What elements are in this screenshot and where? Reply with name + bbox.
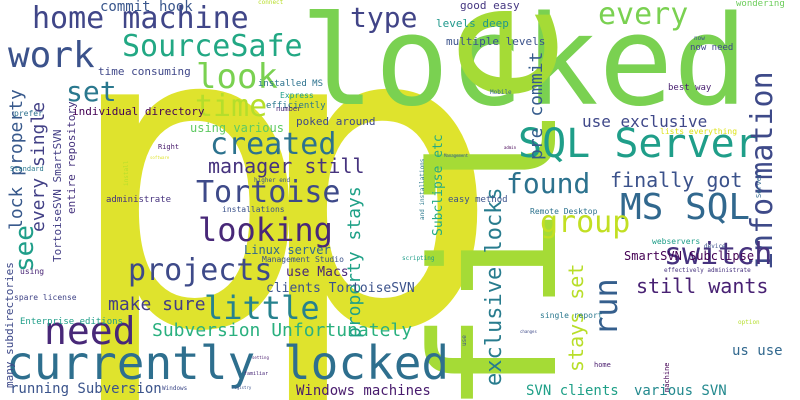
word-cloud-word: Subversion Unfortunately	[152, 320, 413, 341]
word-cloud-word: webservers	[652, 237, 701, 246]
word-cloud-word: run	[587, 278, 625, 336]
word-cloud-word: software	[150, 155, 170, 160]
word-cloud-word: projects	[128, 253, 273, 288]
word-cloud-word: changes	[520, 329, 537, 334]
word-cloud-word: us use	[732, 343, 783, 359]
word-cloud-word: single report	[540, 311, 603, 320]
word-cloud-word: home machine	[32, 1, 249, 36]
word-cloud-word: look	[196, 57, 278, 97]
word-cloud-word: install	[123, 160, 130, 186]
word-cloud-word: Server	[755, 172, 763, 198]
word-cloud-word: lists everything	[660, 127, 738, 136]
word-cloud-word: good easy	[460, 0, 520, 12]
word-cloud-word: higher end	[254, 177, 291, 184]
word-cloud-word: Enterprise editions	[20, 317, 123, 327]
word-cloud-word: little	[204, 289, 320, 327]
word-cloud-word: installed MS	[258, 79, 324, 89]
word-cloud-word: clients TortoiseSVN	[266, 281, 415, 296]
word-cloud-word: manager still	[208, 154, 365, 178]
word-cloud-word: individual directory	[72, 105, 205, 118]
word-cloud-word: Subclipse etc	[431, 134, 446, 236]
word-cloud-word: Standard	[10, 165, 44, 173]
word-cloud-word: finally got	[610, 168, 743, 192]
word-cloud-word: Windows machines	[296, 383, 431, 399]
word-cloud-word: home	[594, 361, 611, 369]
word-cloud-word: machine	[663, 362, 671, 392]
word-cloud-word: Right	[158, 143, 180, 151]
word-cloud-word: Express	[280, 91, 314, 100]
word-cloud-word: efficiently	[266, 101, 326, 111]
word-cloud-word: every	[598, 0, 689, 32]
word-cloud-word: type	[350, 1, 418, 34]
word-cloud-word: MS SQL	[620, 187, 751, 228]
word-cloud-word: best way	[668, 83, 712, 93]
word-cloud-word: exclusive locks	[482, 187, 507, 386]
word-cloud-word: created	[210, 127, 337, 162]
word-cloud-word: multiple levels	[446, 35, 546, 48]
word-cloud-word: poked around	[296, 115, 376, 128]
word-cloud-word: property stays	[344, 186, 365, 338]
word-cloud-word: currently locked	[6, 336, 450, 390]
word-cloud-word: looking	[198, 211, 333, 249]
word-cloud-word: easy method	[448, 195, 508, 205]
word-cloud-word: entire repository	[65, 101, 78, 214]
word-cloud-word: now need	[690, 43, 734, 53]
word-cloud-word: group	[540, 205, 631, 240]
word-cloud-word: set	[66, 75, 117, 108]
word-cloud-word: SQL Server	[518, 121, 759, 167]
word-cloud-word: found	[506, 167, 591, 200]
word-cloud-word: setting	[252, 355, 269, 360]
word-cloud-word: many subdirectories	[3, 262, 16, 388]
word-cloud-word: still wants	[636, 274, 769, 298]
word-cloud-word: scripting	[402, 255, 435, 262]
word-cloud-word: switch	[664, 237, 773, 272]
word-cloud-word: spare license	[14, 293, 77, 302]
word-cloud-word: p	[250, 0, 503, 400]
word-cloud-word: prefer	[14, 109, 43, 118]
word-cloud-word: TortoiseSVN SmartSVN	[51, 129, 64, 262]
word-cloud-word: levels deep	[436, 17, 509, 30]
word-cloud-word: need	[44, 309, 136, 353]
word-cloud-word: and installations	[419, 158, 426, 220]
word-cloud-word: use Macs	[286, 265, 349, 280]
word-cloud-word: time	[195, 89, 268, 124]
word-cloud-word: familiar	[244, 371, 269, 377]
word-cloud-word: device	[704, 243, 726, 250]
word-cloud-word: p	[62, 0, 315, 400]
word-cloud-word: option	[738, 319, 760, 326]
word-cloud-word: using various	[190, 121, 284, 135]
word-cloud-word: effectively administrate	[664, 267, 751, 274]
word-cloud-word: registry	[232, 385, 252, 390]
word-cloud-word: admin	[504, 145, 517, 150]
word-cloud-word: wondering	[736, 0, 785, 9]
word-cloud-word: Windows	[162, 385, 188, 392]
word-cloud-word: use exclusive	[582, 112, 708, 131]
word-cloud-word: Tortoise	[196, 175, 341, 210]
word-cloud-word: pre commit	[526, 51, 547, 160]
word-cloud-word: connect	[258, 0, 284, 6]
word-cloud-word: Linux server	[244, 243, 331, 257]
word-cloud-word: administrate	[106, 195, 172, 205]
word-cloud-word: Management Studio	[262, 255, 344, 264]
word-cloud-word: Mobile	[490, 89, 512, 96]
word-cloud-word: now	[694, 35, 705, 42]
word-cloud-word: work	[8, 35, 95, 76]
word-cloud-word: SmartSVN Subclipse	[624, 249, 755, 263]
word-cloud-word: running Subversion	[10, 381, 162, 397]
word-cloud-word: use	[461, 335, 468, 346]
word-cloud-word: Remote Desktop	[530, 207, 598, 216]
word-cloud-word: commit hook	[100, 0, 193, 15]
word-cloud-word: SourceSafe	[122, 29, 303, 64]
word-cloud-word: locked	[300, 0, 748, 134]
word-cloud-word: using	[20, 267, 45, 276]
word-cloud-word: installations	[222, 205, 285, 214]
word-cloud-word: number	[276, 105, 302, 113]
word-cloud-word: various SVN	[634, 383, 727, 399]
word-cloud-word: time consuming	[98, 65, 191, 78]
word-cloud-word: make sure	[108, 294, 206, 315]
word-cloud-word: Management	[444, 153, 469, 158]
word-cloud-word: SVN clients	[526, 383, 619, 399]
